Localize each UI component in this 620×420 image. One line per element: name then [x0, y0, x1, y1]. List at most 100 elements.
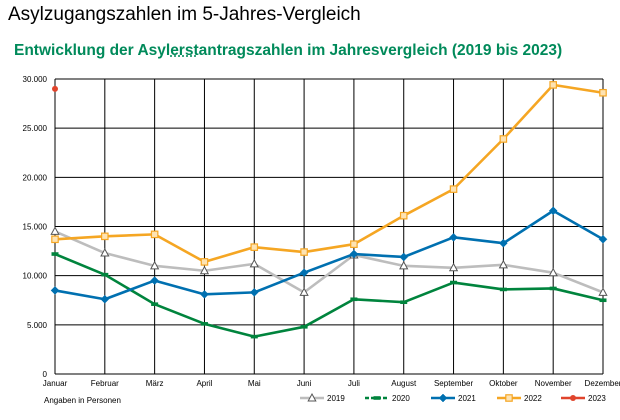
chart-title-start: Entwicklung der Asyl	[14, 42, 171, 59]
data-point	[399, 252, 409, 262]
data-point	[450, 280, 458, 285]
y-axis-ticks: 0 5.000 10.000 15.000 20.000 25.000 30.000	[23, 75, 48, 379]
data-point	[150, 230, 159, 239]
data-point	[250, 243, 259, 251]
y-tick-label: 30.000	[23, 75, 48, 84]
data-point	[499, 287, 507, 292]
data-point	[299, 287, 309, 296]
legend-item-2023: 2023	[561, 394, 606, 403]
legend-item-2020: 2020	[365, 394, 410, 403]
legend-label: 2023	[588, 394, 606, 403]
x-tick-label: Juli	[348, 379, 360, 388]
series-2021	[50, 206, 608, 304]
data-point	[149, 260, 160, 270]
series-2019	[50, 226, 608, 296]
chart-title: Entwicklung der Asylerstantragszahlen im…	[14, 42, 562, 60]
data-point	[51, 252, 59, 256]
data-point	[300, 325, 308, 329]
x-tick-label: Februar	[91, 379, 119, 388]
series-line	[54, 209, 604, 301]
series-line	[54, 252, 604, 338]
data-point	[499, 238, 508, 248]
data-point	[307, 392, 317, 402]
data-point	[200, 322, 208, 326]
chart-series	[50, 81, 608, 339]
data-point	[598, 287, 608, 296]
series-2022	[51, 81, 607, 266]
x-tick-label: März	[146, 379, 164, 388]
legend-label: 2020	[392, 394, 410, 403]
x-tick-label: Dezember	[585, 379, 620, 388]
data-point	[399, 260, 409, 270]
data-point	[200, 289, 209, 299]
legend-label: 2021	[458, 394, 476, 403]
y-tick-label: 5.000	[27, 321, 48, 330]
data-point	[51, 235, 59, 244]
chart-grid	[54, 78, 604, 375]
data-point	[150, 276, 159, 285]
chart-legend: 2019 2020 2021 2022 2023	[300, 392, 606, 403]
x-tick-label: Oktober	[489, 379, 518, 388]
data-point	[549, 286, 557, 291]
data-point	[50, 286, 60, 295]
data-point	[373, 396, 381, 400]
data-point	[100, 248, 110, 257]
series-line	[54, 230, 604, 294]
series-2020	[51, 252, 607, 339]
data-point	[400, 300, 408, 305]
data-point	[498, 259, 509, 269]
data-point	[499, 135, 508, 143]
chart-title-end: antragszahlen im Jahresvergleich (2019 b…	[198, 42, 563, 59]
x-axis-ticks: Januar Februar März April Mai Juni Juli August S…	[43, 379, 620, 388]
data-point	[101, 272, 109, 277]
series-line	[54, 83, 604, 264]
data-point	[350, 297, 358, 302]
data-point	[151, 302, 159, 306]
data-point	[549, 81, 557, 89]
x-tick-label: April	[196, 379, 212, 388]
data-point	[100, 294, 110, 304]
data-point	[449, 185, 458, 193]
x-tick-label: August	[391, 379, 417, 388]
series-2023	[52, 85, 58, 92]
data-point	[399, 211, 408, 220]
data-point	[250, 334, 258, 339]
data-point	[299, 268, 309, 278]
chart-title-underlined: erst	[170, 42, 199, 59]
data-point	[599, 88, 607, 97]
x-tick-label: November	[535, 379, 572, 388]
x-axis-label: Angaben in Personen	[44, 396, 121, 405]
data-point	[200, 258, 209, 266]
data-point	[249, 288, 259, 297]
data-point	[570, 395, 576, 401]
data-point	[438, 393, 448, 403]
data-point	[548, 267, 558, 277]
data-point	[598, 234, 608, 244]
y-tick-label: 20.000	[23, 173, 48, 182]
y-tick-label: 10.000	[23, 272, 48, 281]
x-tick-label: Juni	[297, 379, 312, 388]
data-point	[300, 248, 308, 256]
data-point	[199, 265, 210, 275]
data-point	[448, 262, 459, 272]
data-point	[449, 232, 458, 242]
legend-item-2019: 2019	[300, 392, 345, 403]
x-tick-label: September	[434, 379, 473, 388]
y-tick-label: 25.000	[23, 124, 48, 133]
data-point	[505, 394, 513, 402]
legend-label: 2019	[327, 394, 345, 403]
x-tick-label: Mai	[248, 379, 261, 388]
x-tick-label: Januar	[43, 379, 68, 388]
data-point	[548, 206, 558, 216]
y-tick-label: 15.000	[23, 223, 48, 232]
data-point	[349, 249, 359, 259]
y-tick-label: 0	[43, 370, 48, 379]
page-title: Asylzugangszahlen im 5-Jahres-Vergleich	[8, 4, 361, 25]
legend-item-2021: 2021	[431, 393, 476, 403]
data-point	[350, 240, 358, 249]
data-point	[599, 298, 607, 303]
legend-item-2022: 2022	[497, 394, 542, 403]
data-point	[249, 258, 259, 268]
data-point	[50, 226, 60, 235]
